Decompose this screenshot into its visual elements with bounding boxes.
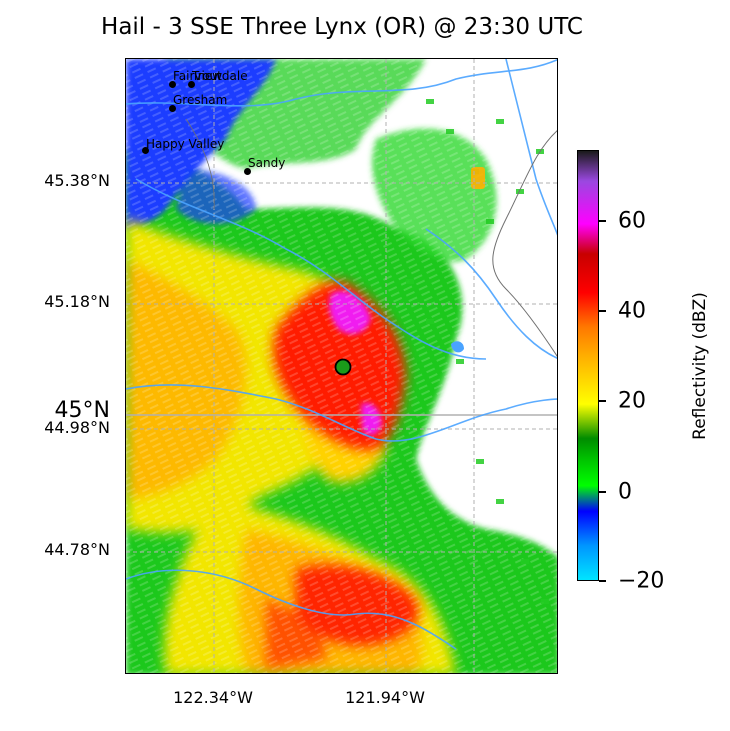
city-label-fairview: Fairview <box>173 69 223 83</box>
reflectivity-colorbar <box>577 150 599 581</box>
lat-label: 44.98°N <box>44 418 110 437</box>
city-dot <box>244 168 251 175</box>
colorbar-tick <box>599 310 606 312</box>
city-dot <box>188 81 195 88</box>
city-dot <box>142 147 149 154</box>
colorbar-label: Reflectivity (dBZ) <box>690 292 710 440</box>
lat-label: 45.18°N <box>44 292 110 311</box>
colorbar-tick-label: 60 <box>618 208 646 234</box>
colorbar-tick <box>599 580 606 582</box>
city-label-happy-valley: Happy Valley <box>146 137 225 151</box>
colorbar-tick-label: 40 <box>618 298 646 324</box>
lat-label: 45°N <box>54 398 110 423</box>
map-title: Hail - 3 SSE Three Lynx (OR) @ 23:30 UTC <box>101 14 583 40</box>
city-dot <box>169 81 176 88</box>
lat-label: 44.78°N <box>44 540 110 559</box>
colorbar-tick-label: 0 <box>618 479 632 505</box>
city-dot <box>169 105 176 112</box>
event-location-marker <box>334 358 352 376</box>
colorbar-tick <box>599 400 606 402</box>
colorbar-tick-label: 20 <box>618 388 646 414</box>
radar-reflectivity-layer <box>126 59 557 673</box>
colorbar-tick <box>599 491 606 493</box>
radar-map: Fairview Troutdale Gresham Happy Valley … <box>125 58 558 674</box>
lon-label: 121.94°W <box>345 688 425 707</box>
lon-label: 122.34°W <box>173 688 253 707</box>
city-label-gresham: Gresham <box>173 93 228 107</box>
lat-label: 45.38°N <box>44 171 110 190</box>
colorbar-tick <box>599 220 606 222</box>
city-label-troutdale: Troutdale <box>192 69 248 83</box>
colorbar-tick-label: −20 <box>618 568 665 594</box>
city-label-sandy: Sandy <box>248 156 286 170</box>
